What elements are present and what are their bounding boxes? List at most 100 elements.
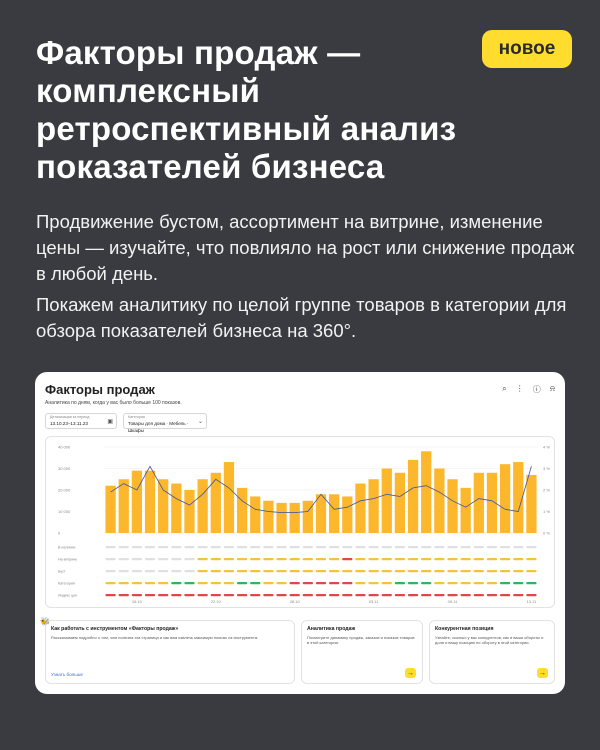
factor-mark	[118, 594, 129, 597]
series-line-blue	[110, 465, 532, 513]
factor-mark	[236, 582, 248, 585]
factor-mark	[302, 594, 313, 597]
factor-row-label: Буст	[58, 570, 66, 574]
factor-mark	[499, 582, 511, 585]
factor-mark	[236, 570, 248, 573]
factor-mark	[368, 582, 379, 585]
factor-mark	[263, 546, 274, 549]
factor-mark	[315, 558, 327, 561]
factor-mark	[434, 546, 445, 549]
factor-mark	[421, 558, 432, 561]
screen-title: Факторы продаж	[45, 382, 155, 397]
factor-mark	[486, 570, 498, 573]
factor-mark	[197, 558, 208, 561]
learn-more-link[interactable]: Узнать больше	[51, 672, 83, 677]
help-icon[interactable]: ⓘ	[532, 385, 541, 394]
factor-mark	[276, 558, 287, 561]
info-card-title: Конкурентная позиция	[435, 626, 494, 632]
info-card-text: Рассказываем подробно о том, чем полезна…	[51, 635, 259, 640]
factor-mark	[355, 594, 366, 597]
factor-mark	[368, 594, 379, 597]
search-icon[interactable]: ⌕	[502, 384, 507, 393]
x-tick-label: 13.11	[527, 599, 537, 604]
info-card-text: Посмотрите динамику продаж, заказов и по…	[307, 635, 415, 646]
factor-mark	[329, 594, 340, 597]
info-card-sales-analytics[interactable]: Аналитика продаж Посмотрите динамику про…	[301, 620, 423, 684]
category-filter[interactable]: Категория Товары для дома · Мебель · Шка…	[123, 413, 207, 433]
arrow-right-icon[interactable]: →	[537, 668, 548, 678]
bar	[184, 490, 195, 533]
factor-mark	[223, 570, 235, 573]
headline: Факторы продаж — комплексный ретроспекти…	[36, 34, 457, 185]
info-card-title: Аналитика продаж	[307, 626, 356, 632]
category-filter-value: Товары для дома · Мебель · Шкафы	[128, 421, 189, 433]
bell-icon[interactable]: ⍾	[549, 384, 555, 393]
y-right-tick-label: 4 %	[543, 445, 550, 450]
factor-mark	[513, 582, 524, 585]
bar	[236, 487, 248, 533]
factor-mark	[329, 558, 340, 561]
calendar-icon: ▣	[107, 419, 113, 425]
bar	[315, 494, 327, 533]
factor-mark	[315, 570, 327, 573]
bar	[526, 474, 537, 533]
info-card-title: Как работать с инструментом «Факторы про…	[51, 626, 179, 632]
factor-mark	[171, 570, 182, 573]
factor-mark	[434, 558, 445, 561]
info-card-text: Узнайте, сколько у вас конкурентов, как …	[435, 635, 544, 646]
factor-mark	[513, 558, 524, 561]
factor-mark	[131, 582, 143, 585]
factor-mark	[250, 546, 261, 549]
x-tick-label: 09.11	[448, 599, 458, 604]
factor-mark	[263, 570, 274, 573]
factor-mark	[473, 558, 484, 561]
factor-mark	[447, 546, 458, 549]
x-tick-label: 16.10	[132, 599, 143, 604]
factor-mark	[447, 570, 458, 573]
bar	[302, 500, 313, 533]
period-filter[interactable]: Детализация за период 13.10.23–13.11.23 …	[45, 413, 117, 429]
product-screenshot-card: Факторы продаж Аналитика по дням, когда …	[35, 372, 565, 694]
arrow-right-icon[interactable]: →	[405, 668, 416, 678]
factor-mark	[460, 594, 471, 597]
factor-mark	[329, 570, 340, 573]
factor-mark	[276, 546, 287, 549]
factor-mark	[197, 594, 208, 597]
factor-mark	[473, 594, 484, 597]
x-tick-label: 28.10	[290, 599, 301, 604]
factor-mark	[460, 582, 471, 585]
new-badge: новое	[482, 30, 572, 68]
factor-mark	[315, 582, 327, 585]
factor-mark	[421, 582, 432, 585]
factor-mark	[381, 558, 392, 561]
factor-row-label: В наличии	[58, 546, 75, 550]
factor-mark	[250, 570, 261, 573]
factor-mark	[184, 570, 195, 573]
factor-mark	[197, 546, 208, 549]
factor-mark	[144, 570, 156, 573]
factor-mark	[105, 570, 116, 573]
factor-mark	[118, 546, 129, 549]
toolbar: ⌕ ⋮ ⓘ ⍾	[502, 384, 555, 395]
factor-mark	[289, 558, 300, 561]
bar	[158, 479, 169, 533]
factor-mark	[171, 546, 182, 549]
factor-mark	[105, 546, 116, 549]
factor-mark	[144, 546, 156, 549]
info-card-competitive-position[interactable]: Конкурентная позиция Узнайте, сколько у …	[429, 620, 555, 684]
factor-mark	[355, 558, 366, 561]
info-card-how-to[interactable]: Как работать с инструментом «Факторы про…	[45, 620, 295, 684]
factor-mark	[210, 594, 221, 597]
bar	[223, 462, 235, 533]
more-icon[interactable]: ⋮	[515, 384, 524, 393]
x-tick-label: 03.11	[369, 599, 379, 604]
factor-mark	[407, 546, 419, 549]
factor-mark	[329, 582, 340, 585]
factor-mark	[526, 594, 537, 597]
factor-mark	[513, 570, 524, 573]
x-tick-label: 22.10	[211, 599, 222, 604]
factor-mark	[223, 546, 235, 549]
factor-mark	[526, 570, 537, 573]
chevron-down-icon: ⌄	[197, 419, 203, 425]
factor-mark	[473, 582, 484, 585]
